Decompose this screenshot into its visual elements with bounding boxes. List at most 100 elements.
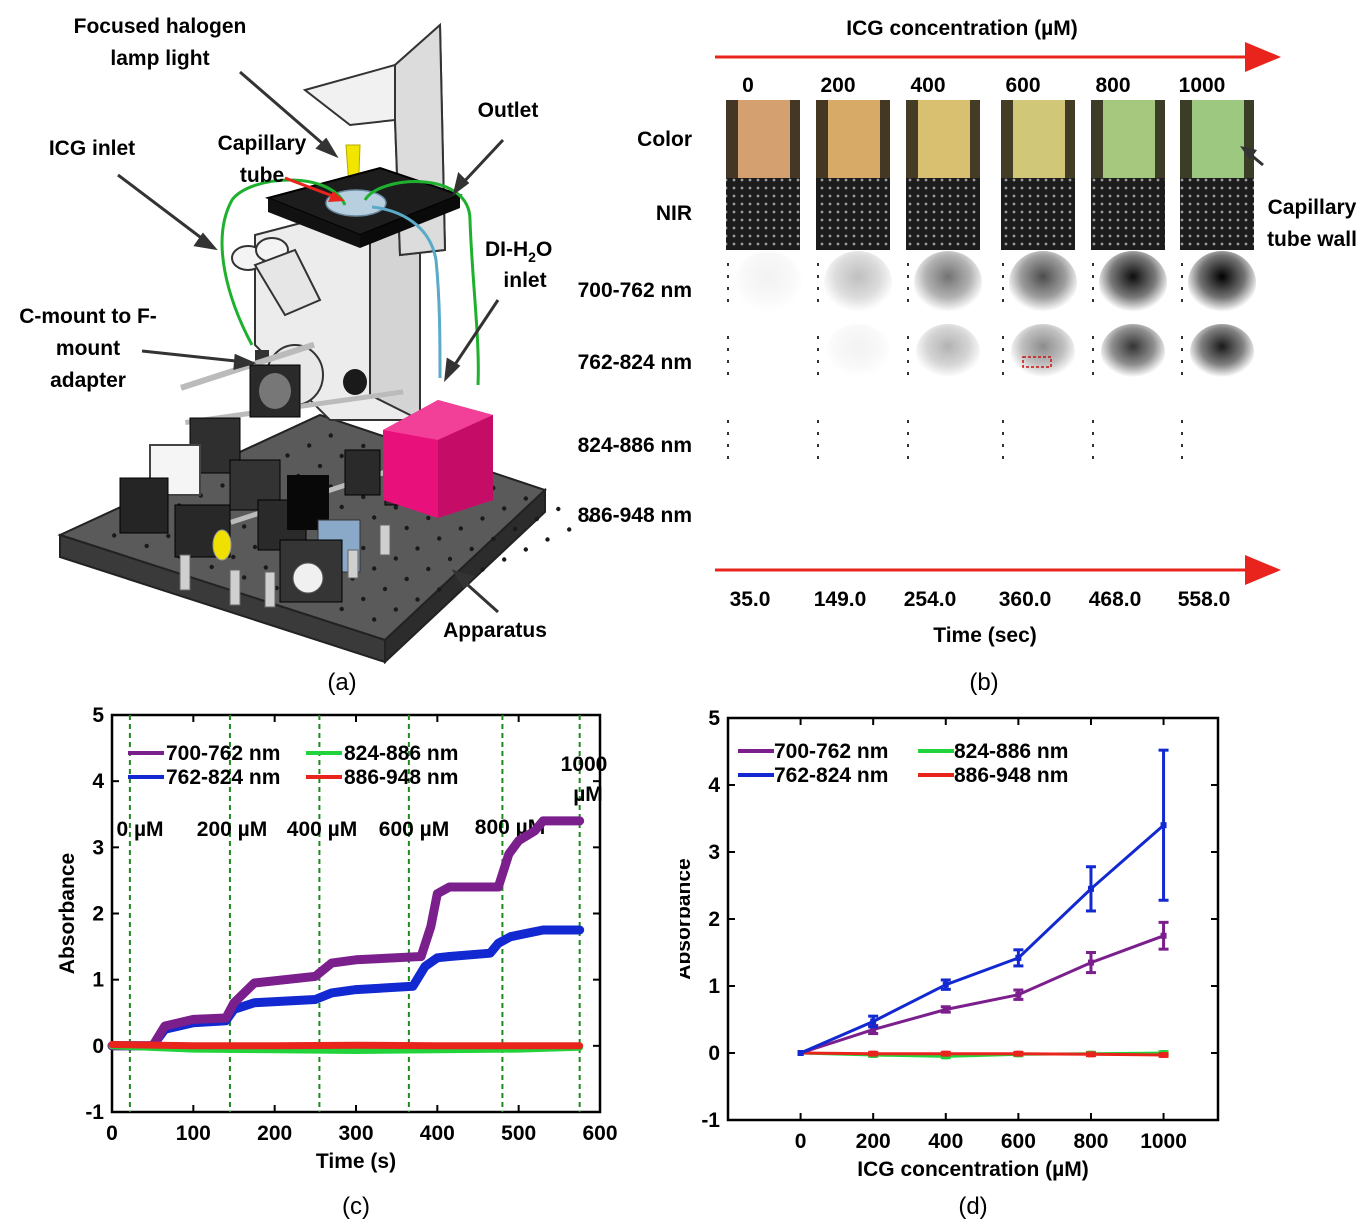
concentration-annotation: 1000 [561, 753, 608, 776]
breadboard-hole [361, 545, 366, 551]
breadboard-hole [491, 536, 496, 542]
legend-label: 700-762 nm [166, 742, 280, 765]
x-tick-label: 500 [501, 1122, 536, 1145]
concentration-label: 800 [1095, 74, 1130, 97]
breadboard-hole [252, 544, 258, 550]
concentration-annotation: 400 µM [287, 818, 357, 841]
breadboard-hole [523, 547, 528, 552]
breadboard-hole [437, 536, 442, 541]
breadboard-hole [567, 527, 572, 532]
breadboard-hole [263, 565, 268, 570]
concentration-label: 1000 [1179, 74, 1226, 97]
breadboard-hole [372, 566, 377, 571]
label-cmount-2: mount [56, 337, 120, 360]
band-700-image [734, 251, 802, 315]
breadboard-hole [426, 566, 431, 572]
legend-label: 762-824 nm [774, 764, 888, 787]
y-axis-label: Absorbance [56, 853, 79, 974]
breadboard-hole [361, 494, 366, 500]
label-di-inlet: DI-H2O [485, 238, 552, 265]
breadboard-hole [545, 537, 550, 542]
breadboard-hole [242, 575, 247, 580]
breadboard-hole [393, 505, 398, 510]
time-label: 149.0 [814, 588, 867, 611]
tube-wall-shadow [1091, 100, 1103, 178]
breadboard-hole [242, 524, 247, 529]
band-700-image [1009, 251, 1077, 315]
breadboard-hole [274, 585, 279, 591]
tube-wall-shadow [1180, 100, 1192, 178]
series-line [800, 1051, 1164, 1057]
label-halogen-2: lamp light [110, 47, 209, 70]
label-apparatus: Apparatus [443, 619, 547, 642]
tube-wall-shadow [816, 100, 828, 178]
time-label: 360.0 [999, 588, 1052, 611]
legend-label: 886-948 nm [344, 766, 458, 789]
label-outlet: Outlet [478, 99, 539, 122]
breadboard-hole [415, 597, 420, 602]
breadboard-hole [361, 443, 366, 449]
y-tick-label: 1 [708, 975, 720, 998]
spectral-image-grid: ICG concentration (µM) 0 200 400 600 800 1000… [715, 17, 1356, 696]
y-tick-label: 3 [708, 841, 720, 864]
label-capillary-1: Capillary [218, 132, 307, 155]
breadboard-hole [556, 506, 561, 512]
time-label: 558.0 [1178, 588, 1231, 611]
breadboard-hole [502, 557, 507, 562]
band-762-image [1190, 324, 1254, 380]
y-tick-label: -1 [85, 1101, 104, 1124]
band-762-image [1011, 324, 1075, 380]
concentration-label: 600 [1005, 74, 1040, 97]
breadboard-hole [285, 453, 290, 458]
breadboard-hole [458, 526, 463, 531]
roi-box [1022, 356, 1052, 368]
breadboard-hole [317, 463, 323, 469]
legend-label: 886-948 nm [954, 764, 1068, 787]
tube-wall-shadow [726, 100, 738, 178]
nir-image [1180, 178, 1254, 250]
legend-label: 824-886 nm [954, 740, 1068, 763]
row-label-layer: Color NIR 700-762 nm 762-824 nm 824-886 nm 88… [550, 0, 692, 560]
label-cmount-3: adapter [50, 369, 126, 392]
label-halogen-1: Focused halogen [74, 15, 247, 38]
data-point [942, 981, 949, 988]
data-point [870, 1026, 877, 1033]
breadboard-hole [523, 496, 528, 501]
breadboard-hole [166, 533, 171, 539]
data-point [1160, 932, 1167, 939]
breadboard-hole [339, 504, 344, 510]
concentration-annotation: 0 µM [116, 818, 163, 841]
band-700-image [1188, 251, 1256, 315]
concentration-annotation: µM [573, 783, 603, 806]
data-point [1087, 1051, 1094, 1058]
breadboard-hole [307, 443, 312, 448]
y-tick-label: 3 [92, 836, 104, 859]
tube-wall-shadow [906, 100, 918, 178]
band-700-image [824, 251, 892, 315]
breadboard-hole [426, 515, 431, 521]
x-axis-label: ICG concentration (µM) [857, 1158, 1088, 1181]
caption-a: (a) [327, 669, 356, 696]
nir-image [906, 178, 980, 250]
time-label: 468.0 [1089, 588, 1142, 611]
row-label: 762-824 nm [577, 351, 692, 374]
band-762-image [916, 324, 980, 380]
series-line [800, 934, 1165, 1055]
row-label: NIR [655, 202, 692, 225]
concentration-annotation: 200 µM [197, 818, 267, 841]
nir-image [816, 178, 890, 250]
data-point [942, 1050, 949, 1057]
chart-caption: (d) [958, 1193, 987, 1220]
band-762-image [826, 324, 890, 380]
row-label: 824-886 nm [577, 434, 692, 457]
x-tick-label: 200 [257, 1122, 292, 1145]
time-label: 254.0 [904, 588, 957, 611]
label-cmount-1: C-mount to F- [19, 305, 157, 328]
breadboard-hole [112, 533, 117, 538]
band-762-image [1101, 324, 1165, 380]
outlet-tubing [363, 180, 480, 386]
color-image [726, 100, 800, 178]
x-tick-label: 200 [856, 1130, 891, 1153]
label-di-inlet-2: inlet [503, 269, 546, 292]
color-image [816, 100, 890, 178]
